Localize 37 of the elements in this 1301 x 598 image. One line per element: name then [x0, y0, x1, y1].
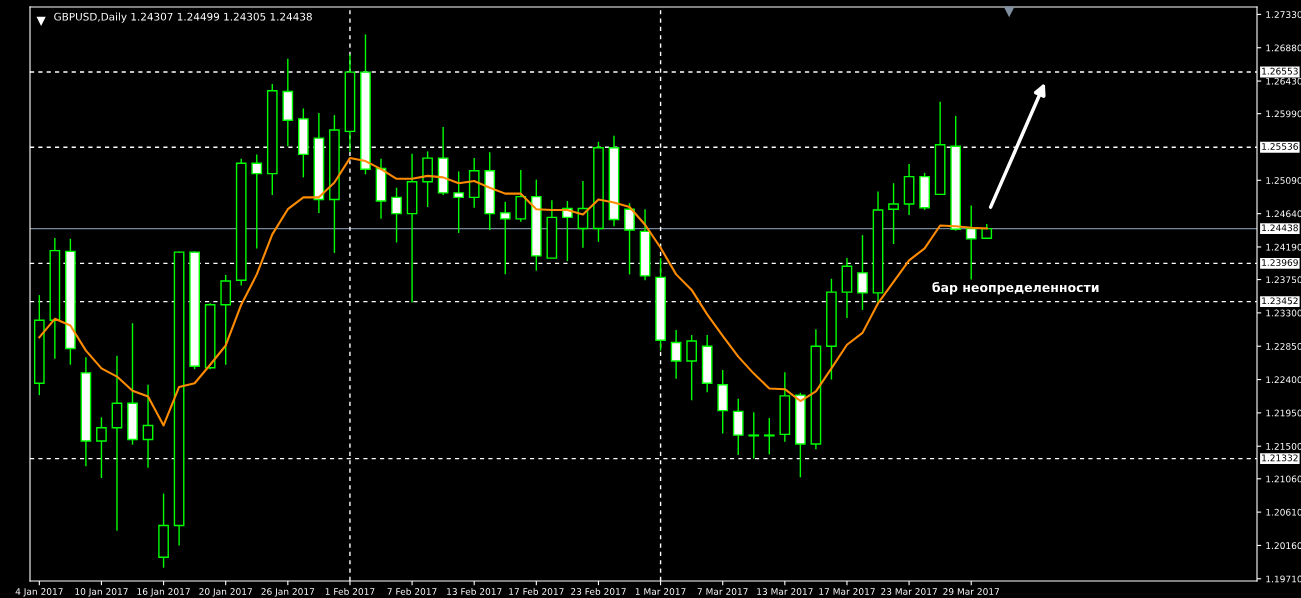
candlestick	[142, 384, 154, 469]
x-tick-label: 17 Feb 2017	[509, 587, 564, 595]
candlestick	[732, 398, 744, 456]
x-tick-label: 20 Jan 2017	[199, 588, 252, 597]
candlestick	[96, 416, 107, 479]
x-tick-label: 7 Mar 2017	[697, 588, 748, 595]
ref-line-label: 1.25536	[1262, 143, 1298, 150]
x-tick-label: 13 Mar 2017	[757, 588, 813, 595]
x-tick-label: 17 Mar 2017	[819, 588, 875, 595]
x-tick-label: 10 Jan 2017	[75, 588, 128, 597]
x-tick-label: 1 Mar 2017	[635, 588, 686, 595]
candlestick	[515, 169, 527, 223]
ref-line-label: 1.26553	[1262, 67, 1298, 75]
text: GBPUSD,Daily 1.24307 1.24499 1.24305 1.24438	[54, 12, 312, 23]
candlestick	[670, 329, 682, 380]
candlestick	[251, 153, 263, 250]
x-tick-label: 16 Jan 2017	[137, 588, 190, 597]
candlestick	[391, 187, 402, 244]
x-tick-label: 1 Feb 2017	[325, 587, 375, 595]
x-tick-label: 23 Feb 2017	[571, 587, 626, 595]
ref-line-label: 1.23969	[1262, 259, 1298, 266]
x-tick-label: 29 Mar 2017	[943, 588, 1000, 595]
ref-line-label: 1.24438	[1262, 224, 1298, 232]
candlestick	[888, 182, 899, 245]
ref-line-label: 1.21332	[1262, 454, 1298, 462]
candlestick	[453, 170, 465, 234]
annotation: бар неопределенности	[932, 282, 1099, 295]
x-tick-label: 7 Feb 2017	[387, 587, 437, 595]
candlestick	[686, 334, 698, 401]
x-tick-label: 4 Jan 2017	[15, 588, 63, 597]
candlestick	[422, 150, 433, 208]
ref-line-label: 1.23452	[1262, 297, 1298, 305]
x-tick-label: 13 Feb 2017	[447, 587, 502, 595]
candlestick	[220, 274, 232, 366]
candlestick	[763, 417, 775, 456]
x-tick-label: 26 Jan 2017	[261, 588, 315, 597]
x-tick-label: 23 Mar 2017	[881, 588, 937, 595]
